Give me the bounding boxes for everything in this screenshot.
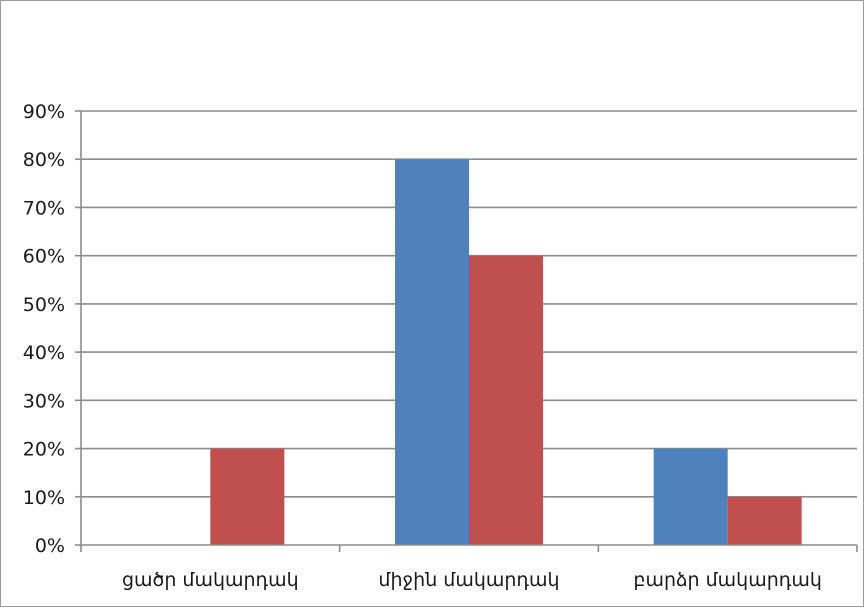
y-tick-label: 20% [23,439,65,461]
bar [728,497,802,545]
y-tick-label: 90% [23,101,65,123]
y-tick-label: 0% [35,535,65,557]
y-tick-label: 70% [23,197,65,219]
y-tick-label: 50% [23,294,65,316]
bar [654,449,728,545]
y-tick-label: 40% [23,342,65,364]
bar [469,256,543,545]
y-tick-label: 30% [23,390,65,412]
y-tick-label: 60% [23,246,65,268]
x-category-labels: ցածր մակարդակ միջին մակարդակ բարձր մակարդա… [122,569,822,591]
y-tick-labels: 0% 10% 20% 30% 40% 50% 60% 70% 80% 90% [23,101,65,557]
bar [395,159,469,545]
y-tick-label: 10% [23,487,65,509]
x-category-label: ցածր մակարդակ [122,569,299,591]
y-tick-label: 80% [23,149,65,171]
bar [210,449,284,545]
x-category-label: միջին մակարդակ [378,569,559,591]
x-category-label: բարձր մակարդակ [633,569,822,591]
